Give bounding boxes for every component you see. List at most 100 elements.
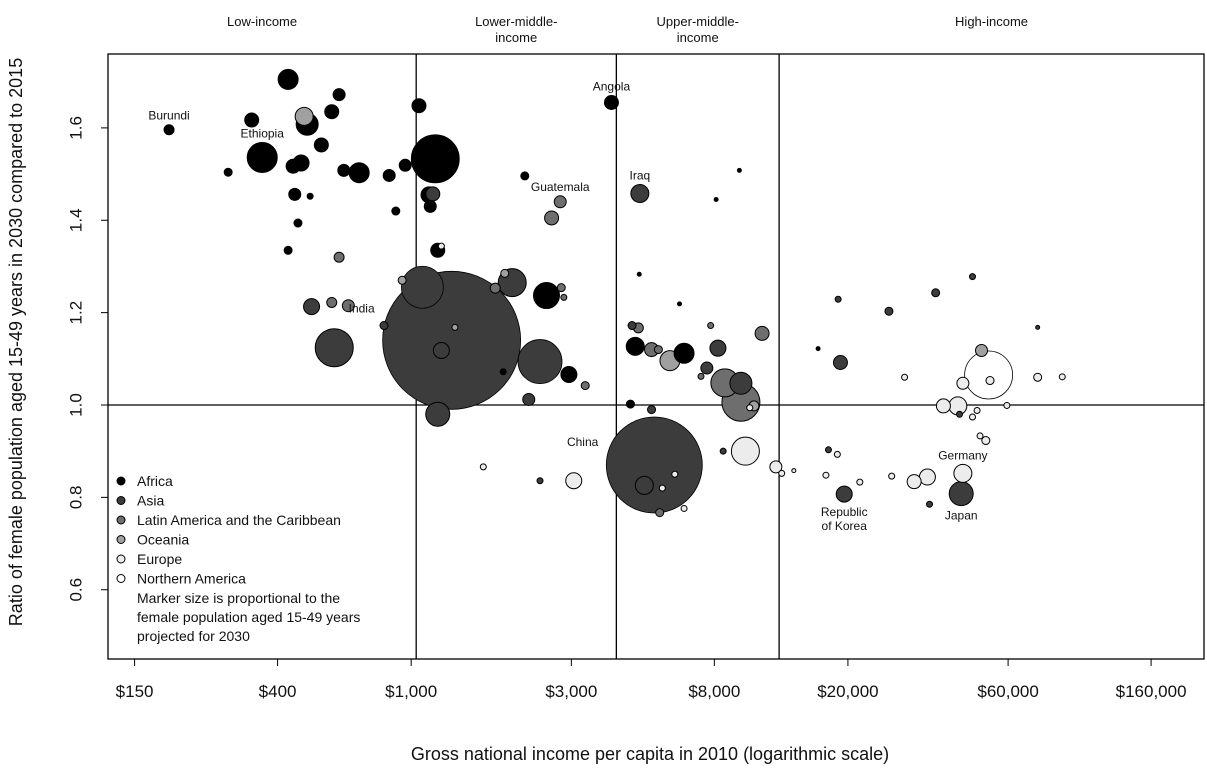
data-point (655, 508, 665, 518)
income-group-label: Upper-middle-income (657, 14, 739, 45)
data-point (544, 210, 560, 226)
data-point (647, 405, 657, 415)
data-point (293, 218, 303, 228)
y-tick-label: 1.6 (67, 116, 86, 140)
point-label: India (349, 302, 375, 316)
data-point (713, 196, 719, 202)
data-point (303, 298, 321, 316)
data-point (981, 436, 991, 446)
legend-label: Asia (137, 493, 164, 509)
legend-marker (116, 535, 126, 544)
point-annotations: Burundi Ethiopia India Guatemala Angola Iraq C… (148, 79, 987, 533)
legend-note-line: projected for 2030 (137, 628, 250, 644)
data-point (658, 484, 666, 492)
data-point (425, 186, 441, 202)
y-tick-label: 0.8 (67, 486, 86, 510)
point-label: Germany (938, 448, 987, 462)
point-label: Iraq (630, 168, 651, 182)
x-tick-label: $400 (259, 682, 297, 701)
data-point (833, 450, 841, 458)
data-point (425, 401, 451, 427)
point-label-line: India (349, 302, 375, 316)
data-point (337, 163, 351, 177)
point-label-line: Republic (821, 505, 868, 519)
data-point (636, 271, 642, 277)
data-point (975, 343, 989, 357)
data-point (324, 104, 340, 120)
y-tick-label: 1.0 (67, 393, 86, 417)
data-point (719, 447, 727, 455)
data-point (985, 376, 995, 386)
income-group-label: Lower-middle-income (475, 14, 557, 45)
legend-marker (116, 574, 126, 583)
x-tick-label: $150 (116, 682, 154, 701)
data-point (411, 98, 427, 114)
data-point (277, 68, 299, 90)
point-label-line: China (567, 435, 599, 449)
point-label-line: of Korea (822, 519, 868, 533)
legend-label: Africa (137, 473, 173, 489)
legend-label: Oceania (137, 532, 189, 548)
point-label: Angola (593, 79, 631, 93)
income-group-labels: Low-income Lower-middle-income Upper-middl… (227, 14, 1028, 45)
data-point (294, 106, 314, 126)
y-tick-label: 1.2 (67, 301, 86, 325)
data-point (625, 399, 635, 409)
point-label-line: Angola (593, 79, 631, 93)
x-tick-label: $3,000 (545, 682, 597, 701)
data-point (778, 469, 786, 477)
data-point (700, 361, 714, 375)
data-point (313, 137, 329, 153)
data-point (499, 368, 507, 376)
data-point (1033, 372, 1043, 382)
point-label: Ethiopia (241, 126, 285, 140)
data-point (500, 268, 510, 278)
data-point (627, 321, 637, 331)
data-point (223, 167, 233, 177)
x-tick-label: $160,000 (1116, 682, 1187, 701)
data-point (824, 446, 832, 454)
data-point (976, 432, 984, 440)
data-point (953, 463, 973, 483)
data-point (560, 293, 568, 301)
data-point (1058, 373, 1066, 381)
data-point (856, 478, 864, 486)
data-point (1003, 401, 1011, 409)
data-point (244, 112, 260, 128)
data-point (391, 206, 401, 216)
data-point (964, 350, 1014, 400)
data-point (605, 416, 703, 514)
data-point (653, 345, 663, 355)
data-point (918, 468, 936, 486)
legend-marker (116, 476, 126, 486)
point-label: Guatemala (531, 180, 590, 194)
point-label: China (567, 435, 599, 449)
data-point (791, 468, 797, 474)
data-point (437, 242, 445, 250)
legend-marker (116, 515, 126, 525)
point-label-line: Burundi (148, 109, 189, 123)
data-point (697, 372, 705, 380)
x-axis-title: Gross national income per capita in 2010… (411, 744, 889, 764)
data-point (306, 192, 314, 200)
data-point (553, 195, 567, 209)
data-point (754, 325, 770, 341)
income-group-label-line: income (495, 30, 537, 45)
data-point (822, 471, 830, 479)
data-point (326, 296, 338, 308)
point-label-line: Guatemala (531, 180, 590, 194)
data-point (163, 124, 175, 136)
data-point (314, 328, 354, 368)
y-axis: 0.6 0.8 1.0 1.2 1.4 1.6 (67, 116, 108, 602)
data-point (400, 265, 444, 309)
data-point (382, 168, 396, 182)
data-point (603, 94, 619, 110)
data-point (348, 162, 370, 184)
data-point (332, 88, 346, 102)
data-point (432, 341, 450, 359)
income-group-label-line: Low-income (227, 14, 297, 29)
data-point (888, 472, 896, 480)
data-point (948, 481, 974, 507)
point-label-line: Ethiopia (241, 126, 285, 140)
data-point (736, 167, 742, 173)
